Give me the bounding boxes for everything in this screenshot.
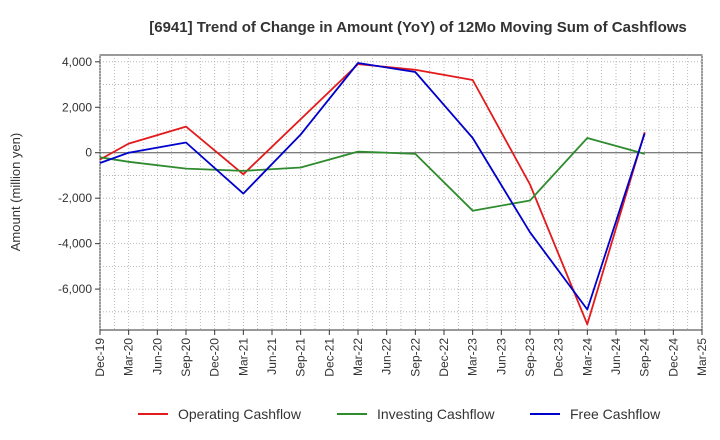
x-tick-label: Dec-22 <box>437 338 451 377</box>
x-tick-label: Sep-23 <box>523 338 537 377</box>
x-tick-label: Dec-19 <box>93 338 107 377</box>
y-tick-label: -2,000 <box>58 191 92 205</box>
x-tick-label: Jun-23 <box>494 338 508 375</box>
x-tick-label: Mar-24 <box>580 338 594 376</box>
x-tick-label: Sep-21 <box>294 338 308 377</box>
x-tick-label: Sep-24 <box>638 338 652 377</box>
x-tick-label: Dec-21 <box>322 338 336 377</box>
x-tick-label: Mar-25 <box>695 338 709 376</box>
legend: Operating Cashflow Investing Cashflow Free… <box>138 406 661 422</box>
legend-label: Investing Cashflow <box>377 406 495 422</box>
y-axis-label: Amount (million yen) <box>8 133 23 252</box>
x-tick-label: Jun-22 <box>380 338 394 375</box>
y-axis-ticks: 4,000 2,000 0 -2,000 -4,000 -6,000 <box>58 55 100 296</box>
legend-label: Free Cashflow <box>570 406 661 422</box>
grid-lines <box>99 55 703 330</box>
x-tick-label: Dec-23 <box>552 338 566 377</box>
x-tick-label: Mar-23 <box>466 338 480 376</box>
series-lines <box>99 62 646 326</box>
y-tick-label: -6,000 <box>58 282 92 296</box>
x-tick-label: Sep-20 <box>179 338 193 377</box>
y-tick-label: 2,000 <box>62 100 92 114</box>
x-tick-label: Sep-22 <box>408 338 422 377</box>
legend-label: Operating Cashflow <box>178 406 302 422</box>
x-tick-label: Jun-20 <box>150 338 164 375</box>
x-tick-label: Mar-20 <box>122 338 136 376</box>
y-tick-label: -4,000 <box>58 237 92 251</box>
y-tick-label: 0 <box>85 146 92 160</box>
x-axis-ticks: Dec-19 Mar-20 Jun-20 Sep-20 Dec-20 Mar-21 Jun-… <box>93 330 709 377</box>
series-line-investing-cashflow <box>99 137 645 212</box>
y-tick-label: 4,000 <box>62 55 92 69</box>
x-tick-label: Jun-24 <box>609 338 623 375</box>
x-tick-label: Jun-21 <box>265 338 279 375</box>
x-tick-label: Mar-22 <box>351 338 365 376</box>
x-tick-label: Dec-24 <box>666 338 680 377</box>
chart-title: [6941] Trend of Change in Amount (YoY) o… <box>149 19 687 36</box>
series-line-free-cashflow <box>99 62 646 311</box>
x-tick-label: Mar-21 <box>236 338 250 376</box>
x-tick-label: Dec-20 <box>208 338 222 377</box>
